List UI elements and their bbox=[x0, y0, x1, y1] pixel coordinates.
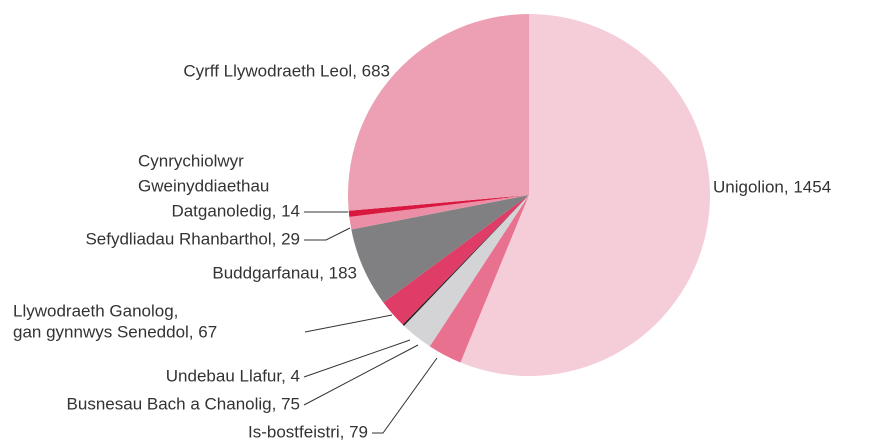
pie-slice bbox=[348, 195, 529, 217]
leader-line bbox=[303, 339, 411, 378]
slice-label: Llywodraeth Ganolog, bbox=[13, 301, 178, 320]
pie-slice bbox=[460, 14, 710, 376]
slice-label: Unigolion, 1454 bbox=[713, 177, 831, 196]
pie-slice bbox=[383, 195, 529, 325]
leader-line bbox=[304, 227, 351, 241]
slice-label: Sefydliadau Rhanbarthol, 29 bbox=[85, 229, 300, 248]
pie-slice bbox=[349, 195, 529, 230]
slice-label: gan gynnwys Seneddol, 67 bbox=[13, 322, 217, 341]
slice-label: Buddgarfanau, 183 bbox=[212, 263, 357, 282]
pie-slice bbox=[403, 195, 529, 347]
slice-label: Cynrychiolwyr bbox=[138, 151, 244, 170]
slice-label: Undebau Llafur, 4 bbox=[166, 366, 300, 385]
leader-line bbox=[303, 344, 419, 406]
pie-slice bbox=[402, 195, 529, 326]
pie-slice bbox=[351, 195, 529, 303]
pie-slice bbox=[348, 14, 529, 211]
leader-line bbox=[304, 314, 393, 333]
slice-label: Datganoledig, 14 bbox=[171, 201, 300, 220]
slice-label: Busnesau Bach a Chanolig, 75 bbox=[67, 394, 300, 413]
slice-label: Is-bostfeistri, 79 bbox=[248, 422, 368, 441]
slice-label: Cyrff Llywodraeth Leol, 683 bbox=[183, 61, 390, 80]
leader-line bbox=[372, 357, 438, 434]
slice-label: Gweinyddiaethau bbox=[138, 176, 269, 195]
pie-slice bbox=[429, 195, 529, 363]
